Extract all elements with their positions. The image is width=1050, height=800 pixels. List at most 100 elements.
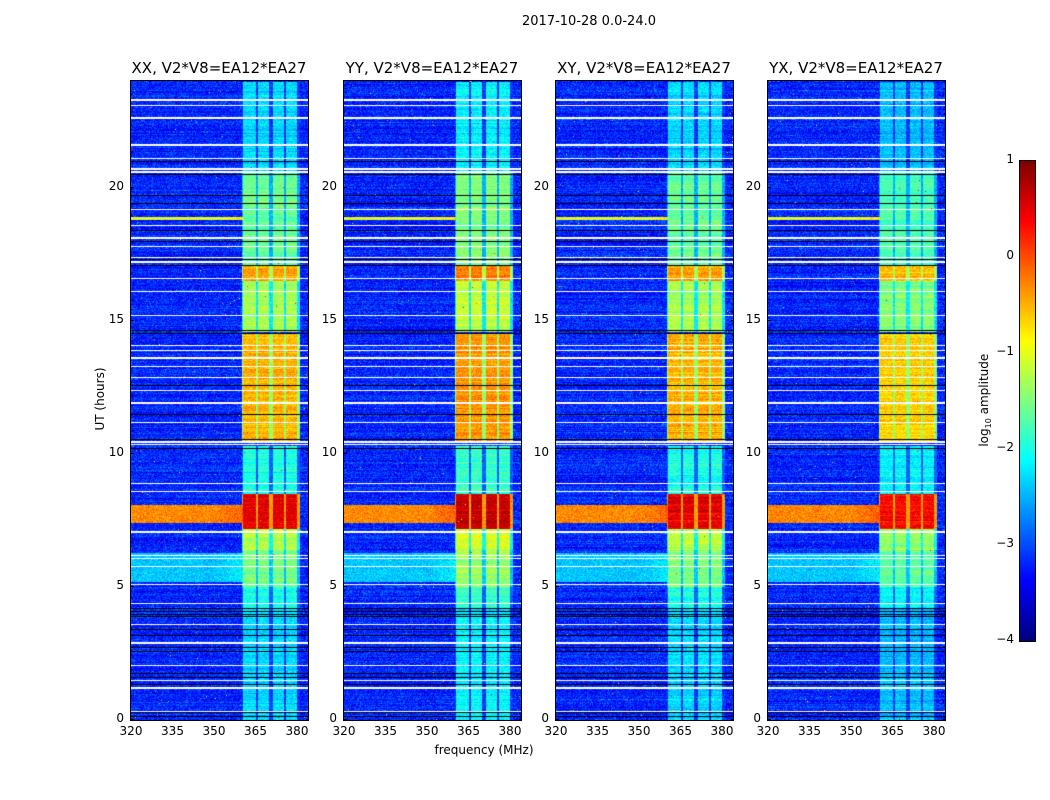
x-tick-label: 365 <box>881 724 904 738</box>
colorbar-gradient <box>1020 161 1035 641</box>
y-tick-mark <box>344 452 347 454</box>
y-tick-mark <box>131 319 134 321</box>
x-tick-label: 380 <box>922 724 946 738</box>
y-tick-label: 15 <box>533 311 549 326</box>
x-tick-label: 320 <box>119 724 143 738</box>
y-tick-mark <box>344 186 347 188</box>
x-tick-label: 365 <box>669 724 692 738</box>
y-tick-label: 0 <box>753 711 761 725</box>
x-tick-label: 335 <box>586 724 609 738</box>
y-tick-mark <box>943 186 946 188</box>
y-tick-label: 5 <box>116 577 124 592</box>
heatmap-canvas <box>768 81 945 720</box>
x-tick-label: 350 <box>627 724 651 738</box>
y-tick-mark <box>731 585 734 587</box>
heatmap-canvas <box>556 81 733 720</box>
y-tick-mark <box>344 585 347 587</box>
figure-title: 2017-10-28 0.0-24.0 <box>522 14 656 29</box>
y-tick-label: 5 <box>329 577 337 592</box>
y-tick-mark <box>556 319 559 321</box>
x-tick-label: 320 <box>544 724 568 738</box>
x-tick-label: 320 <box>756 724 780 738</box>
x-tick-label: 380 <box>498 724 522 738</box>
x-tick-label: 350 <box>202 724 226 738</box>
heatmap-panel-yy <box>343 80 522 721</box>
y-tick-mark <box>306 719 309 720</box>
x-tick-label: 380 <box>285 724 309 738</box>
panel-title-yx: YX, V2*V8=EA12*EA27 <box>769 59 943 77</box>
x-tick-label: 335 <box>161 724 184 738</box>
y-tick-label: 15 <box>745 311 761 326</box>
x-tick-label: 365 <box>457 724 480 738</box>
panel-title-xy: XY, V2*V8=EA12*EA27 <box>557 59 731 77</box>
x-tick-label: 365 <box>244 724 267 738</box>
y-tick-label: 10 <box>533 444 549 459</box>
y-tick-label: 20 <box>533 178 549 193</box>
y-tick-mark <box>556 452 559 454</box>
panel-title-xx: XX, V2*V8=EA12*EA27 <box>131 59 307 77</box>
y-tick-label: 5 <box>541 577 549 592</box>
y-tick-label: 10 <box>745 444 761 459</box>
y-tick-label: 15 <box>108 311 124 326</box>
colorbar-label-log: log <box>976 428 991 447</box>
y-tick-label: 0 <box>329 711 337 725</box>
heatmap-panel-yx <box>767 80 946 721</box>
colorbar-tick-label: −2 <box>996 440 1014 454</box>
y-tick-mark <box>344 719 347 720</box>
x-tick-label: 380 <box>710 724 734 738</box>
y-tick-label: 10 <box>321 444 337 459</box>
y-tick-mark <box>768 319 771 321</box>
y-tick-mark <box>731 186 734 188</box>
y-tick-mark <box>768 186 771 188</box>
y-axis-label: UT (hours) <box>93 367 107 431</box>
y-tick-mark <box>131 585 134 587</box>
y-tick-label: 10 <box>108 444 124 459</box>
y-tick-mark <box>519 719 522 720</box>
x-axis-label: frequency (MHz) <box>434 743 534 757</box>
y-tick-mark <box>768 452 771 454</box>
colorbar-label-sub: 10 <box>984 418 994 429</box>
panel-title-yy: YY, V2*V8=EA12*EA27 <box>345 59 519 77</box>
heatmap-canvas <box>344 81 521 720</box>
y-tick-label: 20 <box>321 178 337 193</box>
x-tick-label: 350 <box>839 724 863 738</box>
y-tick-mark <box>131 452 134 454</box>
y-tick-mark <box>768 719 771 720</box>
y-tick-mark <box>943 319 946 321</box>
y-tick-mark <box>131 186 134 188</box>
x-tick-label: 335 <box>798 724 821 738</box>
heatmap-panel-xy <box>555 80 734 721</box>
y-tick-mark <box>519 585 522 587</box>
heatmap-panel-xx <box>130 80 309 721</box>
colorbar-tick-label: −4 <box>996 632 1014 646</box>
y-tick-label: 15 <box>321 311 337 326</box>
y-tick-mark <box>131 719 134 720</box>
y-tick-mark <box>556 585 559 587</box>
y-tick-mark <box>519 186 522 188</box>
y-tick-mark <box>556 719 559 720</box>
y-tick-mark <box>306 319 309 321</box>
x-tick-label: 335 <box>374 724 397 738</box>
colorbar <box>1019 160 1036 642</box>
y-tick-mark <box>731 319 734 321</box>
y-tick-mark <box>556 186 559 188</box>
y-tick-mark <box>943 585 946 587</box>
y-tick-mark <box>731 719 734 720</box>
y-tick-mark <box>943 452 946 454</box>
y-tick-mark <box>306 452 309 454</box>
y-tick-mark <box>519 452 522 454</box>
y-tick-mark <box>519 319 522 321</box>
x-tick-label: 350 <box>415 724 439 738</box>
y-tick-mark <box>306 585 309 587</box>
x-tick-label: 320 <box>332 724 356 738</box>
y-tick-mark <box>768 585 771 587</box>
y-tick-mark <box>306 186 309 188</box>
colorbar-tick-label: −3 <box>996 536 1014 550</box>
colorbar-tick-label: 1 <box>1006 152 1014 166</box>
y-tick-label: 20 <box>745 178 761 193</box>
y-tick-label: 5 <box>753 577 761 592</box>
y-tick-label: 0 <box>541 711 549 725</box>
y-tick-label: 20 <box>108 178 124 193</box>
y-tick-mark <box>344 319 347 321</box>
